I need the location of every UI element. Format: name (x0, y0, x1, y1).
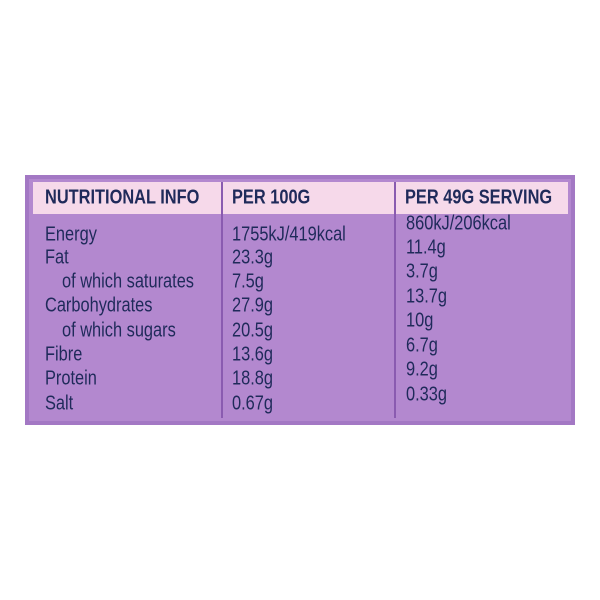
header-cell: NUTRITIONAL INFO (45, 185, 199, 208)
per-100g-value: 1755kJ/419kcal (232, 222, 346, 245)
nutrient-label: Fibre (45, 342, 82, 365)
per-serving-value: 0.33g (406, 382, 447, 405)
per-serving-value: 860kJ/206kcal (406, 211, 511, 234)
nutrient-label: Energy (45, 222, 98, 245)
per-100g-value: 18.8g (232, 366, 273, 389)
per-serving-value: 10g (406, 308, 433, 331)
per-100g-value: 20.5g (232, 318, 273, 341)
per-serving-value: 11.4g (406, 235, 446, 258)
nutrient-label: of which saturates (62, 269, 194, 292)
per-100g-value: 7.5g (232, 269, 264, 292)
per-serving-value: 9.2g (406, 357, 438, 380)
per-serving-value: 3.7g (406, 259, 438, 282)
nutrient-label: Fat (45, 245, 69, 268)
table-text: NUTRITIONAL INFO PER 100G PER 49G SERVING E… (45, 185, 552, 414)
per-serving-value: 13.7g (406, 284, 447, 307)
header-cell: PER 49G SERVING (405, 185, 552, 208)
per-serving-value: 6.7g (406, 333, 438, 356)
header-row (33, 182, 568, 214)
nutrient-label: of which sugars (62, 318, 176, 341)
nutrient-label: Protein (45, 366, 97, 389)
panel-background (29, 179, 571, 421)
nutrient-label: Salt (45, 391, 73, 414)
per-100g-value: 23.3g (232, 245, 273, 268)
per-100g-value: 0.67g (232, 391, 273, 414)
nutrient-label: Carbohydrates (45, 293, 152, 316)
per-100g-value: 27.9g (232, 293, 273, 316)
per-100g-value: 13.6g (232, 342, 273, 365)
header-cell: PER 100G (232, 185, 310, 208)
